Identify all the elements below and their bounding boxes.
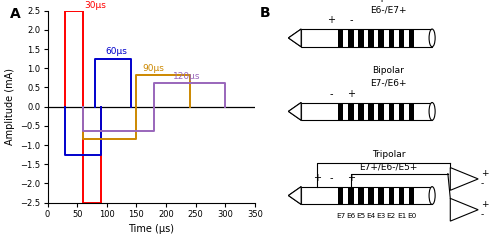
Bar [368,102,374,120]
Text: E7: E7 [336,213,345,219]
Bar [398,29,404,47]
Bar [338,29,344,47]
Bar [358,29,364,47]
Bar [358,102,364,120]
Bar [388,102,394,120]
Polygon shape [288,187,301,204]
Bar [338,187,344,204]
Bar [301,102,432,120]
Text: E6-/E7+: E6-/E7+ [370,5,406,14]
Bar [398,102,404,120]
Bar [348,29,354,47]
Bar [301,187,432,204]
Text: E2: E2 [386,213,396,219]
Polygon shape [450,198,478,221]
Ellipse shape [429,29,435,47]
Text: 30μs: 30μs [84,1,106,10]
Text: E7+/E6-/E5+: E7+/E6-/E5+ [360,163,418,172]
Polygon shape [288,102,301,120]
Ellipse shape [429,102,435,120]
Text: 90μs: 90μs [142,64,164,73]
Text: 60μs: 60μs [106,47,128,56]
Text: A: A [10,7,21,21]
Text: Bipolar: Bipolar [372,66,404,75]
Text: Tripolar: Tripolar [372,150,405,159]
Text: Bipolar: Bipolar [372,0,404,2]
Bar [348,102,354,120]
Bar [338,102,344,120]
Text: 120μs: 120μs [173,72,201,81]
Text: -: - [480,180,484,189]
Bar [409,29,414,47]
Text: B: B [260,6,270,20]
Text: +: + [347,89,355,99]
Polygon shape [288,29,301,47]
Text: E4: E4 [366,213,376,219]
Text: E0: E0 [407,213,416,219]
Polygon shape [288,102,301,120]
Bar [378,187,384,204]
Text: -: - [349,15,352,25]
Text: E7-/E6+: E7-/E6+ [370,79,406,87]
Bar [409,102,414,120]
Bar [368,29,374,47]
Bar [358,187,364,204]
Text: +: + [328,15,336,25]
Y-axis label: Amplitude (mA): Amplitude (mA) [5,68,15,145]
Bar [286,185,301,206]
Bar [286,101,301,121]
Text: -: - [330,89,333,99]
Bar [378,102,384,120]
X-axis label: Time (μs): Time (μs) [128,224,174,234]
Bar [348,187,354,204]
Polygon shape [288,187,301,204]
Bar [388,187,394,204]
Bar [286,28,301,48]
Text: +: + [347,173,355,183]
Bar [378,29,384,47]
Text: E1: E1 [397,213,406,219]
Text: +: + [313,173,321,183]
Text: E5: E5 [356,213,366,219]
Bar [301,29,432,47]
Text: -: - [480,210,484,219]
Text: E3: E3 [376,213,386,219]
Bar [388,29,394,47]
Bar [368,187,374,204]
Text: +: + [480,169,488,178]
Bar [409,187,414,204]
Polygon shape [288,29,301,47]
Polygon shape [450,168,478,190]
Text: -: - [330,173,333,183]
Text: +: + [480,200,488,209]
Text: E6: E6 [346,213,356,219]
Ellipse shape [429,187,435,204]
Bar [398,187,404,204]
